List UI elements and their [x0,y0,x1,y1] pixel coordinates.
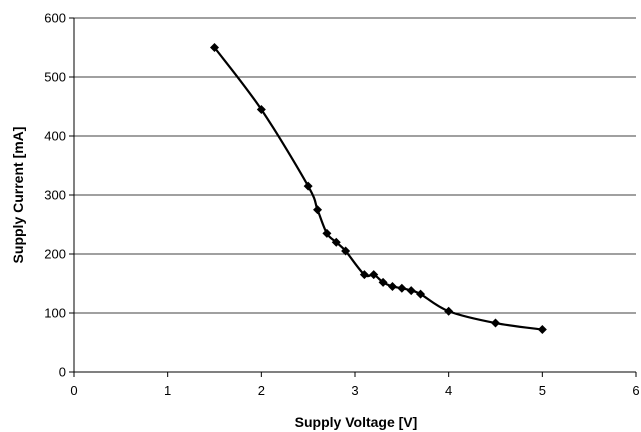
x-axis-title: Supply Voltage [V] [295,414,418,430]
data-point-marker [416,289,426,299]
data-point-marker [537,325,547,335]
y-tick-label: 600 [44,11,66,26]
axes [69,17,637,377]
gridlines [74,17,636,314]
data-point-marker [369,270,379,280]
y-tick-label: 300 [44,188,66,203]
x-tick-label: 0 [70,383,77,398]
y-tick-label: 500 [44,70,66,85]
series-group [210,43,547,335]
data-point-marker [341,246,351,256]
x-tick-labels: 0 1 2 3 4 5 6 [70,383,639,398]
y-tick-label: 0 [59,365,66,380]
data-point-marker [406,286,416,296]
data-point-marker [378,277,388,287]
x-tick-label: 3 [351,383,358,398]
y-tick-label: 400 [44,129,66,144]
data-point-marker [387,281,397,291]
x-tick-label: 2 [258,383,265,398]
data-point-marker [313,205,323,215]
x-tick-label: 1 [164,383,171,398]
data-point-marker [303,181,313,191]
x-tick-label: 4 [445,383,452,398]
data-point-marker [331,237,341,247]
data-point-marker [491,318,500,328]
x-tick-label: 5 [539,383,546,398]
y-axis-title: Supply Current [mA] [10,127,26,264]
data-point-marker [210,43,219,52]
y-tick-label: 100 [44,306,66,321]
data-point-marker [397,283,407,293]
data-point-marker [256,104,266,114]
x-tick-label: 6 [632,383,639,398]
y-tick-labels: 0 100 200 300 400 500 600 [44,11,66,380]
series-line [213,46,544,331]
data-point-marker [444,306,454,316]
y-tick-label: 200 [44,247,66,262]
data-point-marker [322,228,332,238]
data-point-marker [359,270,369,280]
